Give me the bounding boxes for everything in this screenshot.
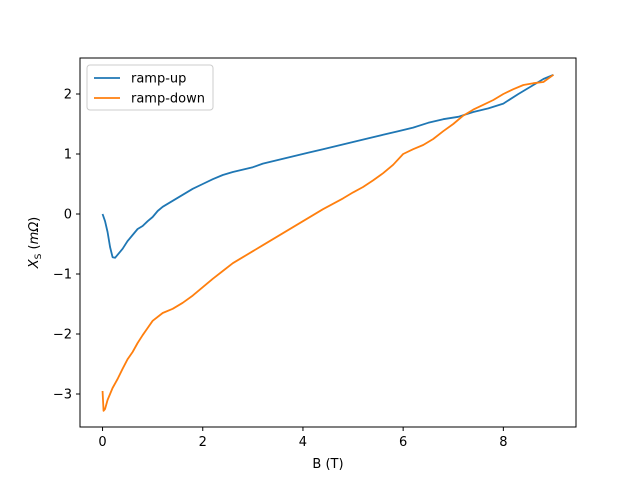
- x-tick-label: 0: [98, 435, 106, 450]
- y-axis-label-paren-open: (: [27, 244, 42, 253]
- series-line-0: [101, 73, 554, 259]
- y-axis-label-unit: mΩ: [27, 222, 42, 245]
- plot-lines: [101, 73, 554, 412]
- axes-frame: [79, 57, 577, 428]
- y-tick-label: −1: [53, 268, 72, 283]
- x-axis-ticks: 0 2 4 6 8: [98, 427, 507, 450]
- y-axis-ticks: −3 −2 −1 0 1 2: [53, 88, 80, 403]
- y-tick-label: 1: [64, 148, 72, 163]
- legend-label-0: ramp-up: [131, 72, 186, 87]
- x-tick-label: 2: [199, 435, 207, 450]
- y-tick-label: −3: [53, 388, 72, 403]
- y-tick-label: 2: [64, 88, 72, 103]
- series-line-1: [101, 74, 554, 412]
- x-tick-label: 6: [399, 435, 407, 450]
- y-axis-label-paren-close: ): [27, 217, 42, 222]
- y-axis-label: XS (mΩ): [27, 217, 44, 270]
- x-tick-label: 4: [299, 435, 307, 450]
- x-axis-label: B (T): [312, 457, 343, 472]
- y-axis-label-subscript: S: [34, 253, 44, 259]
- x-tick-label: 8: [499, 435, 507, 450]
- y-tick-label: −2: [53, 328, 72, 343]
- y-tick-label: 0: [64, 208, 72, 223]
- legend: ramp-up ramp-down: [86, 64, 214, 111]
- y-axis-label-symbol: X: [27, 258, 42, 269]
- legend-label-1: ramp-down: [131, 92, 205, 107]
